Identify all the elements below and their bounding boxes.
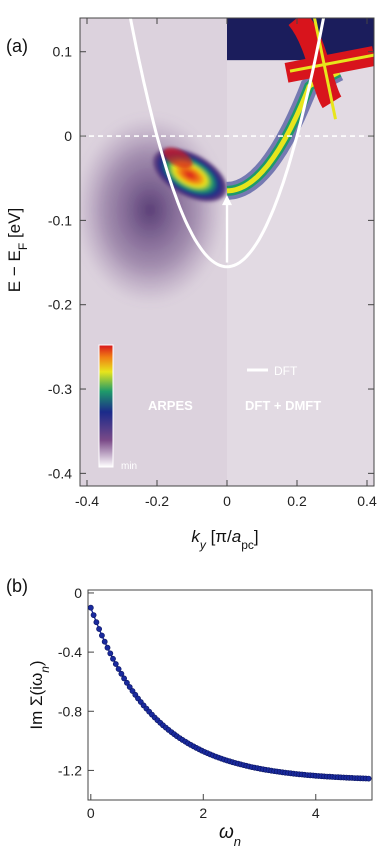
data-point bbox=[93, 619, 100, 626]
x-tick-label: 4 bbox=[312, 805, 320, 821]
panel-b-frame bbox=[87, 589, 373, 801]
dmft-spectral-band bbox=[226, 18, 374, 486]
data-point bbox=[124, 679, 130, 686]
data-point bbox=[112, 661, 119, 667]
dft-band-curve bbox=[128, 18, 326, 269]
y-tick-label: -0.8 bbox=[58, 703, 82, 719]
colorbar-min-label: min bbox=[121, 461, 137, 472]
y-tick-label: 0.1 bbox=[53, 44, 73, 60]
x-tick-label: -0.4 bbox=[75, 493, 99, 509]
y-tick-label: -1.2 bbox=[58, 762, 82, 778]
y-tick-label: 0 bbox=[64, 128, 72, 144]
data-point bbox=[126, 684, 133, 690]
y-tick-label: -0.4 bbox=[58, 644, 82, 660]
data-point bbox=[118, 670, 125, 677]
data-point bbox=[101, 638, 108, 645]
y-tick-label: -0.2 bbox=[48, 297, 72, 313]
dmft-hybrid-core-b bbox=[289, 53, 374, 73]
x-tick-label: -0.2 bbox=[145, 493, 169, 509]
x-tick-label: 0 bbox=[223, 493, 231, 509]
x-tick-label: 0.2 bbox=[287, 493, 307, 509]
panel-b-xlabel: ωn bbox=[219, 822, 241, 848]
panel-b-ticks: 0 2 4 0 -0.4 -0.8 -1.2 bbox=[58, 585, 320, 821]
y-tick-label: -0.3 bbox=[48, 381, 72, 397]
panel-b-label: (b) bbox=[6, 576, 28, 596]
dmft-region-label: DFT + DMFT bbox=[245, 398, 321, 413]
arrow-head-icon bbox=[222, 195, 232, 206]
data-point bbox=[96, 626, 102, 632]
self-energy-points bbox=[88, 604, 372, 782]
panel-b: (b) 0 2 4 0 -0.4 -0.8 -1.2 Im Σ(iωn) ωn bbox=[6, 576, 373, 848]
x-tick-label: 2 bbox=[199, 805, 207, 821]
y-tick-label: -0.1 bbox=[48, 212, 72, 228]
heatmap-area bbox=[80, 18, 374, 486]
data-point bbox=[121, 675, 127, 682]
panel-a-xlabel: ky [π/apc] bbox=[191, 527, 258, 552]
arpes-intensity bbox=[80, 115, 229, 305]
data-point bbox=[107, 650, 114, 657]
y-tick-label: -0.4 bbox=[48, 465, 72, 481]
data-point bbox=[90, 612, 97, 618]
dft-legend-label: DFT bbox=[274, 364, 298, 378]
data-point bbox=[129, 688, 136, 694]
colorbar: min bbox=[98, 344, 137, 472]
data-point bbox=[88, 604, 94, 611]
y-tick-label: 0 bbox=[74, 585, 82, 601]
x-tick-label: 0 bbox=[87, 805, 95, 821]
panel-b-ylabel: Im Σ(iωn) bbox=[27, 660, 52, 729]
data-point bbox=[365, 775, 372, 782]
panel-a-ylabel: E − EF [eV] bbox=[5, 208, 30, 292]
data-point bbox=[99, 632, 105, 639]
dmft-hybrid-core-a bbox=[313, 18, 337, 120]
data-point bbox=[104, 644, 111, 651]
x-tick-label: 0.4 bbox=[357, 493, 377, 509]
arpes-region-label: ARPES bbox=[148, 398, 193, 413]
data-point bbox=[115, 666, 122, 672]
panel-a-label: (a) bbox=[6, 36, 28, 56]
data-point bbox=[110, 655, 116, 662]
panel-a-ticks: -0.4 -0.2 0 0.2 0.4 0.1 0 -0.1 -0.2 -0.3 -0.4 bbox=[48, 18, 377, 509]
panel-a: (a) -0.4 -0.2 0 0.2 0.4 0.1 0 -0.1 -0.2 -0.3 -0.4 bbox=[5, 17, 377, 552]
